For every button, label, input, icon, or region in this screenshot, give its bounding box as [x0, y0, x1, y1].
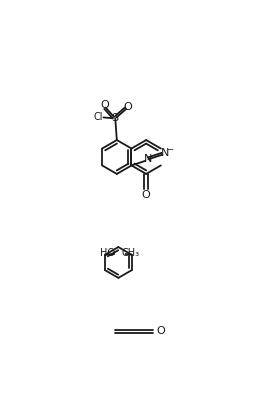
Text: Cl: Cl [94, 112, 103, 122]
Text: O: O [100, 100, 109, 110]
Text: S: S [112, 114, 119, 123]
Text: HO: HO [100, 248, 115, 258]
Text: O: O [123, 102, 132, 112]
Text: CH₃: CH₃ [122, 248, 140, 258]
Text: N: N [144, 154, 153, 164]
Text: O: O [142, 190, 150, 200]
Text: −: − [166, 146, 173, 154]
Text: N: N [161, 148, 169, 158]
Text: O: O [157, 326, 166, 336]
